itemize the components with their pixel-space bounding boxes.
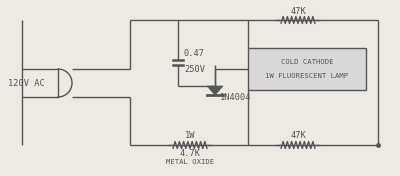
Text: METAL OXIDE: METAL OXIDE xyxy=(166,159,214,165)
Text: COLD CATHODE: COLD CATHODE xyxy=(281,59,333,65)
Polygon shape xyxy=(207,86,223,95)
Text: 1N4004: 1N4004 xyxy=(220,93,252,102)
Text: 47K: 47K xyxy=(290,7,306,15)
Text: 47K: 47K xyxy=(290,130,306,140)
Text: 250V: 250V xyxy=(184,64,205,74)
Text: 1W: 1W xyxy=(185,130,195,140)
Bar xyxy=(248,48,366,90)
Text: 0.47: 0.47 xyxy=(184,49,205,58)
Text: 1W FLUORESCENT LAMP: 1W FLUORESCENT LAMP xyxy=(266,73,348,79)
Text: 4.7K: 4.7K xyxy=(180,149,200,159)
Text: 120V AC: 120V AC xyxy=(8,78,45,87)
